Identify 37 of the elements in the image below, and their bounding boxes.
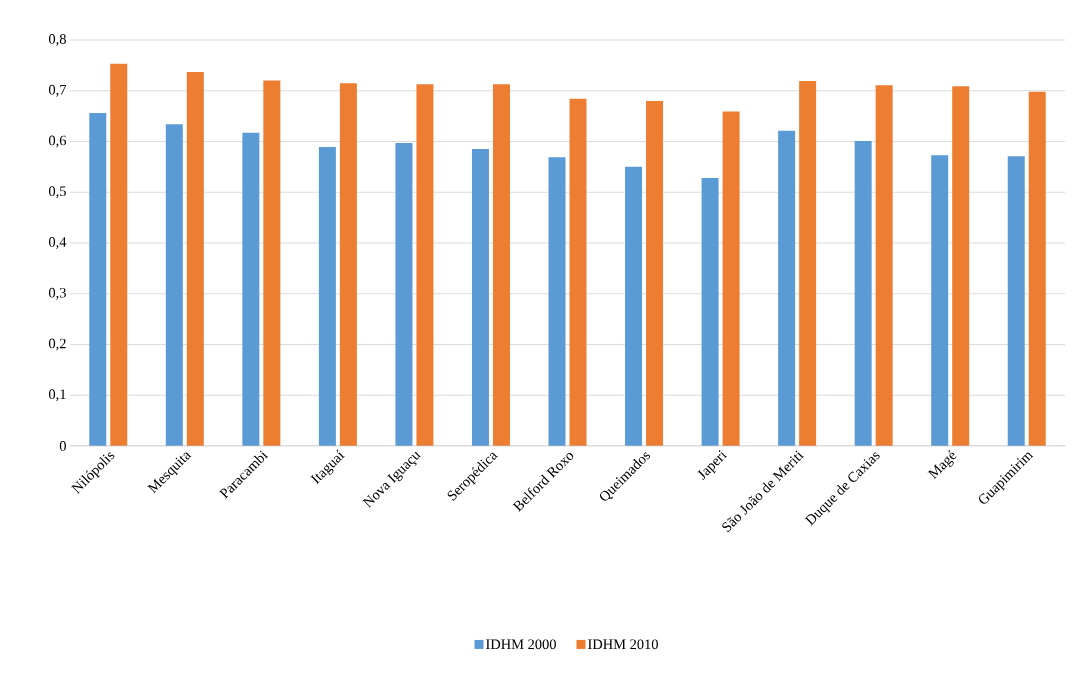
bar (492, 84, 510, 446)
legend-label: IDHM 2000 (486, 639, 556, 650)
bar (89, 113, 107, 446)
bar (242, 132, 260, 446)
bar (186, 71, 204, 446)
y-tick-label: 0,1 (48, 389, 66, 402)
y-tick-label: 0,5 (48, 186, 66, 199)
legend-label: IDHM 2010 (588, 639, 658, 650)
bar (875, 85, 893, 446)
bar (165, 124, 183, 446)
y-tick-label: 0,4 (48, 237, 67, 249)
bar (799, 81, 817, 446)
bar (318, 147, 336, 446)
bar (395, 143, 413, 446)
y-tick-label: 0,7 (48, 84, 67, 97)
bar (263, 80, 281, 446)
bar (1007, 156, 1025, 446)
bar (416, 84, 434, 446)
y-tick-label: 0,2 (48, 338, 66, 351)
y-tick-label: 0,6 (48, 135, 67, 148)
bar (701, 178, 719, 446)
bar (110, 63, 128, 446)
bar (625, 166, 643, 446)
bar (646, 100, 664, 446)
bar (471, 149, 489, 446)
bar (339, 83, 357, 446)
y-tick-label: 0,3 (48, 287, 66, 300)
bar (931, 155, 949, 446)
y-tick-label: 0,8 (48, 34, 66, 46)
bar (778, 130, 796, 446)
bar (569, 98, 587, 446)
bar (722, 111, 740, 446)
bar (854, 140, 872, 446)
y-tick-label: 0 (59, 441, 66, 451)
bar (1028, 91, 1046, 446)
bar (952, 86, 970, 446)
bar (548, 157, 566, 446)
